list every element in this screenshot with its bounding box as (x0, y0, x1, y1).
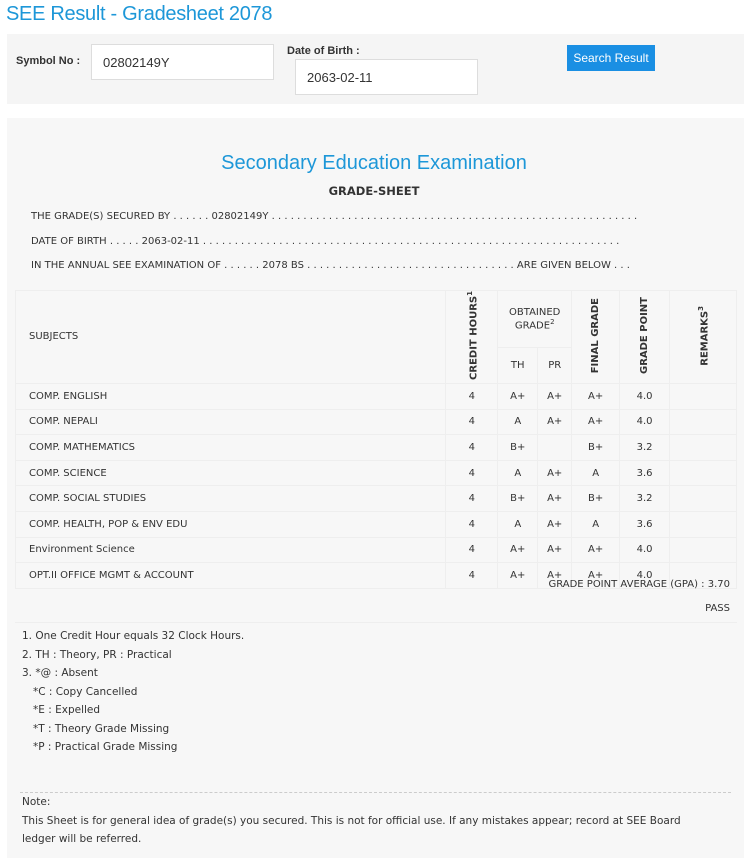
header-remarks: REMARKS3 (669, 290, 737, 384)
divider (15, 622, 737, 623)
footnote: *P : Practical Grade Missing (33, 741, 178, 753)
search-result-button[interactable]: Search Result (567, 45, 655, 71)
cell-pr: A+ (537, 459, 573, 487)
cell-pr: A+ (537, 382, 573, 410)
grade-sheet-heading: GRADE-SHEET (328, 184, 420, 198)
cell-pr: A+ (537, 562, 573, 589)
header-pr: PR (537, 347, 573, 384)
header-obtained: OBTAINED GRADE2 (497, 289, 573, 349)
cell-gp: 4.0 (619, 382, 671, 410)
table-row: Environment Science 4 A+ A+ A+ 4.0 (14, 536, 737, 564)
cell-credit: 4 (445, 382, 499, 410)
page-title: SEE Result - Gradesheet 2078 (6, 3, 273, 25)
cell-gp: 4.0 (619, 562, 671, 589)
symbol-label: Symbol No : (16, 55, 81, 67)
note-text-2: ledger will be referred. (22, 833, 142, 845)
footnote: 2. TH : Theory, PR : Practical (22, 648, 172, 661)
cell-credit: 4 (445, 485, 499, 512)
footnote: 1. One Credit Hour equals 32 Clock Hours… (22, 630, 245, 642)
header-final: FINAL GRADE (571, 290, 621, 384)
cell-remarks (669, 510, 737, 538)
cell-credit: 4 (445, 459, 499, 487)
footnote: *C : Copy Cancelled (33, 685, 138, 698)
cell-gp: 4.0 (619, 536, 671, 564)
cell-gp: 3.6 (619, 459, 671, 487)
cell-th: A+ (497, 536, 539, 564)
footnote: *T : Theory Grade Missing (33, 722, 170, 735)
cell-pr (537, 434, 573, 461)
note-text: This Sheet is for general idea of grade(… (22, 815, 681, 827)
cell-th: B+ (497, 485, 539, 512)
table-row: COMP. ENGLISH 4 A+ A+ A+ 4.0 (14, 382, 737, 410)
cell-credit: 4 (445, 536, 499, 564)
cell-credit: 4 (445, 510, 499, 538)
table-row: COMP. HEALTH, POP & ENV EDU 4 A A+ A 3.6 (14, 510, 737, 538)
gpa: GRADE POINT AVERAGE (GPA) : 3.70 (548, 579, 730, 590)
cell-subject: OPT.II OFFICE MGMT & ACCOUNT (14, 562, 447, 589)
footnote: 3. *@ : Absent (22, 667, 98, 679)
cell-remarks (669, 434, 737, 461)
cell-pr: A+ (537, 536, 573, 564)
symbol-input[interactable] (91, 44, 274, 80)
cell-th: A (497, 510, 539, 538)
note-label: Note: (22, 796, 51, 808)
cell-gp: 3.6 (619, 510, 671, 538)
grades-table: SUBJECTS CREDIT HOURS1 OBTAINED GRADE2 F… (14, 289, 737, 589)
cell-pr: A+ (537, 510, 573, 538)
dob-label: Date of Birth : (287, 45, 360, 57)
result-status: PASS (705, 603, 730, 614)
table-row: COMP. SCIENCE 4 A A+ A 3.6 (14, 459, 737, 487)
cell-pr: A+ (537, 408, 573, 436)
cell-remarks (669, 485, 737, 512)
cell-remarks (669, 562, 737, 589)
cell-subject: COMP. HEALTH, POP & ENV EDU (14, 510, 447, 538)
table-row: COMP. SOCIAL STUDIES 4 B+ A+ B+ 3.2 (14, 485, 737, 512)
cell-final: A+ (571, 562, 621, 589)
cell-remarks (669, 536, 737, 564)
cell-final: A+ (571, 536, 621, 564)
divider (20, 792, 731, 793)
cell-gp: 3.2 (619, 434, 671, 461)
cell-th: A (497, 408, 539, 436)
cell-final: A (571, 459, 621, 487)
info-exam: IN THE ANNUAL SEE EXAMINATION OF . . . .… (31, 260, 630, 271)
table-row: OPT.II OFFICE MGMT & ACCOUNT 4 A+ A+ A+ 4.0 (14, 562, 737, 589)
cell-credit: 4 (445, 434, 499, 461)
table-row: COMP. NEPALI 4 A A+ A+ 4.0 (14, 408, 737, 436)
info-symbol: THE GRADE(S) SECURED BY . . . . . . 0280… (31, 211, 638, 222)
exam-heading: Secondary Education Examination (221, 152, 527, 174)
header-credit: CREDIT HOURS1 (445, 290, 499, 384)
cell-final: B+ (571, 434, 621, 461)
cell-remarks (669, 408, 737, 436)
dob-input[interactable] (295, 59, 478, 95)
cell-th: B+ (497, 434, 539, 461)
cell-subject: Environment Science (14, 536, 447, 564)
cell-gp: 3.2 (619, 485, 671, 512)
header-subjects: SUBJECTS (14, 290, 447, 384)
cell-subject: COMP. NEPALI (14, 408, 447, 436)
info-dob: DATE OF BIRTH . . . . . 2063-02-11 . . .… (31, 236, 620, 247)
cell-th: A+ (497, 382, 539, 410)
header-gp: GRADE POINT (619, 290, 671, 384)
cell-credit: 4 (445, 408, 499, 436)
cell-subject: COMP. MATHEMATICS (14, 434, 447, 461)
cell-gp: 4.0 (619, 408, 671, 436)
header-th: TH (497, 347, 539, 384)
cell-th: A+ (497, 562, 539, 589)
cell-th: A (497, 459, 539, 487)
cell-subject: COMP. ENGLISH (14, 382, 447, 410)
table-row: COMP. MATHEMATICS 4 B+ B+ 3.2 (14, 434, 737, 461)
footnote: *E : Expelled (33, 704, 101, 716)
cell-remarks (669, 382, 737, 410)
cell-final: B+ (571, 485, 621, 512)
cell-subject: COMP. SCIENCE (14, 459, 447, 487)
cell-final: A+ (571, 408, 621, 436)
cell-remarks (669, 459, 737, 487)
cell-pr: A+ (537, 485, 573, 512)
cell-final: A (571, 510, 621, 538)
cell-final: A+ (571, 382, 621, 410)
cell-credit: 4 (445, 562, 499, 589)
cell-subject: COMP. SOCIAL STUDIES (14, 485, 447, 512)
